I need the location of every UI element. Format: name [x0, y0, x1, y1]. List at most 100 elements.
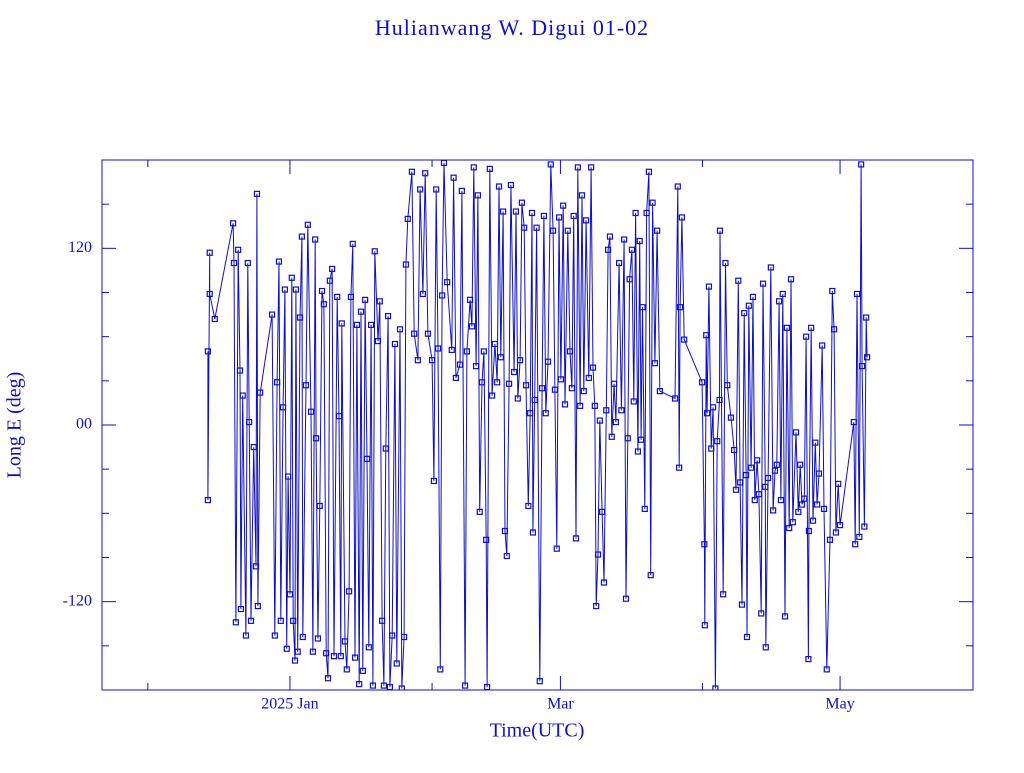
- data-point: [522, 382, 530, 389]
- data-point: [512, 208, 520, 215]
- data-point: [503, 552, 510, 560]
- data-point: [549, 227, 557, 234]
- data-point: [463, 348, 471, 355]
- data-point: [624, 435, 631, 442]
- data-point: [204, 348, 211, 355]
- data-point: [396, 326, 404, 333]
- data-point: [247, 617, 255, 624]
- data-point: [786, 524, 793, 532]
- plot-area: [204, 160, 871, 690]
- data-point: [603, 407, 610, 414]
- data-point: [356, 681, 363, 688]
- data-point: [864, 354, 871, 361]
- data-point: [858, 363, 866, 370]
- data-point: [516, 357, 524, 364]
- data-point: [277, 617, 284, 624]
- data-point: [641, 505, 648, 513]
- data-point: [495, 183, 503, 190]
- data-point: [764, 474, 772, 482]
- data-point: [547, 161, 554, 168]
- data-point: [742, 471, 750, 479]
- data-point: [500, 208, 507, 215]
- data-point: [448, 346, 455, 354]
- data-point: [538, 385, 546, 392]
- data-point: [767, 264, 774, 271]
- data-point: [237, 605, 245, 613]
- data-point: [527, 410, 534, 417]
- data-point: [204, 496, 211, 504]
- data-point: [808, 324, 815, 331]
- data-point: [501, 527, 509, 535]
- data-point: [591, 402, 598, 409]
- data-point: [458, 187, 465, 195]
- data-point: [815, 470, 823, 477]
- data-point: [367, 321, 375, 328]
- y-tick-label: -120: [63, 592, 92, 609]
- data-point: [604, 246, 612, 253]
- data-point: [748, 464, 755, 471]
- data-point: [347, 293, 355, 301]
- data-point: [369, 682, 377, 689]
- data-point: [476, 508, 483, 515]
- data-point: [585, 374, 592, 381]
- data-point: [570, 212, 577, 220]
- data-point: [461, 682, 469, 689]
- x-tick-label: May: [825, 696, 854, 713]
- data-point: [318, 287, 326, 295]
- data-point: [411, 330, 418, 337]
- data-point: [643, 209, 650, 217]
- data-point: [291, 657, 299, 664]
- data-point: [419, 290, 426, 298]
- data-point: [758, 610, 765, 617]
- data-point: [302, 382, 310, 389]
- data-point: [577, 402, 584, 409]
- data-point: [206, 290, 213, 298]
- data-point: [312, 435, 320, 442]
- data-point: [701, 622, 708, 629]
- y-tick-label: 00: [76, 416, 92, 433]
- data-point: [557, 376, 564, 383]
- data-point: [634, 448, 641, 455]
- data-point: [805, 655, 812, 663]
- chart-title: Hulianwang W. Digui 01-02: [375, 15, 649, 40]
- data-point: [777, 496, 785, 504]
- data-point: [283, 645, 290, 652]
- data-point: [654, 227, 661, 234]
- data-point: [829, 287, 836, 295]
- data-point: [521, 224, 528, 231]
- data-point: [338, 320, 345, 327]
- data-point: [636, 237, 643, 245]
- data-line: [207, 162, 868, 689]
- data-point: [483, 536, 490, 543]
- data-point: [271, 632, 278, 639]
- data-point: [525, 502, 532, 510]
- data-point: [861, 523, 868, 530]
- x-tick-label: Mar: [547, 696, 574, 713]
- data-point: [467, 296, 474, 303]
- data-point: [275, 258, 283, 265]
- data-point: [468, 323, 476, 330]
- data-point: [727, 414, 735, 421]
- data-point: [795, 508, 802, 515]
- data-point: [304, 221, 311, 228]
- data-point: [759, 280, 767, 287]
- data-point: [374, 337, 382, 345]
- data-point: [582, 217, 590, 224]
- data-point: [676, 464, 683, 471]
- data-point: [709, 404, 717, 411]
- data-point: [235, 246, 242, 253]
- data-point: [294, 648, 301, 655]
- data-point: [621, 236, 628, 243]
- data-point: [430, 477, 437, 485]
- data-point: [651, 360, 658, 367]
- data-point: [708, 445, 715, 452]
- data-point: [716, 396, 723, 404]
- data-point: [738, 601, 746, 608]
- data-point: [250, 443, 257, 451]
- data-point: [803, 333, 810, 340]
- data-point: [323, 650, 330, 657]
- data-point: [505, 380, 513, 387]
- data-point: [232, 619, 239, 626]
